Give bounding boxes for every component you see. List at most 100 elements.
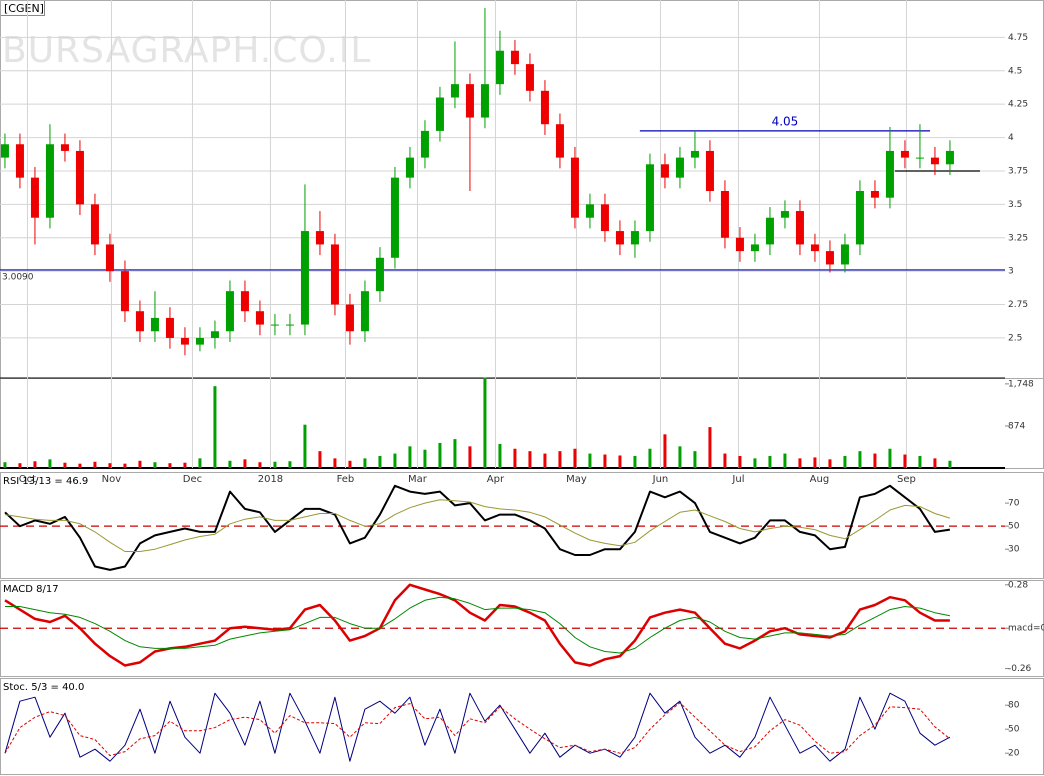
indicator-line [4,702,951,757]
volume-bar [453,439,457,468]
x-tick-label: Mar [408,474,428,485]
volume-bar [303,424,307,468]
volume-bar [843,455,847,468]
x-tick-label: Jul [731,474,744,485]
candle-body [330,244,339,305]
y-tick-label: 4.75 [1008,33,1028,43]
candle-body [405,157,414,178]
candle-body [915,157,924,159]
candle-body [30,177,39,218]
volume-bar [438,442,442,468]
x-tick-label: May [566,474,587,485]
y-tick-label: 3.5 [1008,200,1022,210]
x-tick-label: Sep [897,474,916,485]
symbol: [CGEN] [4,2,44,15]
x-tick-label: Jun [652,474,669,485]
candle-body [255,311,264,325]
x-tick-label: Aug [810,474,830,485]
candle-body [480,84,489,118]
volume-bar [153,462,157,468]
candle-body [705,150,714,192]
y-tick-label: 3.25 [1008,233,1028,243]
candle-body [345,304,354,332]
panel-title: MACD 8/17 [3,584,59,595]
watermark: BURSAGRAPH.CO.IL [2,30,371,71]
candle-body [690,150,699,158]
x-tick-label: Oct [19,474,36,485]
candle-body [825,251,834,265]
candle-body [315,231,324,245]
volume-bar [903,454,907,468]
candle-body [735,237,744,252]
x-tick-label: 2018 [258,474,283,485]
volume-bar [3,462,7,468]
candle-body [945,150,954,165]
candle-body [900,150,909,158]
volume-bar [708,427,712,468]
y-tick-label: 2.75 [1008,300,1028,310]
volume-bar [423,449,427,468]
candle-body [120,271,129,312]
candle-body [0,144,9,158]
volume-bar [168,463,172,468]
candle-body [135,311,144,332]
volume-bar [138,460,142,468]
candle-body [795,211,804,245]
volume-bar [48,459,52,468]
volume-bar [108,463,112,468]
candle-body [60,144,69,151]
volume-bar [813,457,817,468]
volume-bar [753,458,757,468]
y-tick-label: 4 [1008,133,1014,143]
volume-bar [288,461,292,468]
volume-bar [798,458,802,468]
volume-bar [618,455,622,468]
volume-bar [528,451,532,468]
candle-body [570,157,579,218]
volume-bar [723,453,727,468]
volume-bar [513,448,517,468]
candle-body [750,244,759,252]
panel-title: RSI 13/13 = 46.9 [3,476,88,487]
volume-bar [768,455,772,468]
candle-body [285,324,294,326]
volume-bar [213,386,217,468]
x-tick-label: Dec [183,474,202,485]
candle-body [930,157,939,165]
candle-body [675,157,684,178]
volume-bar [543,453,547,468]
candle-body [585,204,594,218]
x-tick-label: Nov [102,474,122,485]
volume-bar [948,460,952,468]
volume-bar [738,455,742,468]
y-tick-label: 874 [1008,421,1025,431]
volume-bar [123,463,127,468]
volume-bar [588,453,592,468]
candle-body [360,291,369,332]
candle-body [225,291,234,332]
volume-bar [858,451,862,468]
y-tick-label: 50 [1008,725,1020,735]
candle-body [810,244,819,252]
indicator-line [4,692,951,762]
y-tick-label: 20 [1008,749,1020,759]
volume-bar [408,446,412,468]
candle-body [195,337,204,345]
volume-bar [873,453,877,468]
volume-bar [888,448,892,468]
candle-body [420,130,429,158]
candle-body [390,177,399,258]
candle-body [45,144,54,218]
volume-bar [828,459,832,468]
candle-body [435,97,444,131]
y-tick-label: 2.5 [1008,333,1022,343]
volume-bar [483,377,487,468]
volume-bar [63,462,67,468]
volume-bar [318,451,322,468]
candle-body [150,317,159,332]
indicator-line [4,499,951,552]
candle-body [765,217,774,245]
y-tick-label: 4.25 [1008,100,1028,110]
